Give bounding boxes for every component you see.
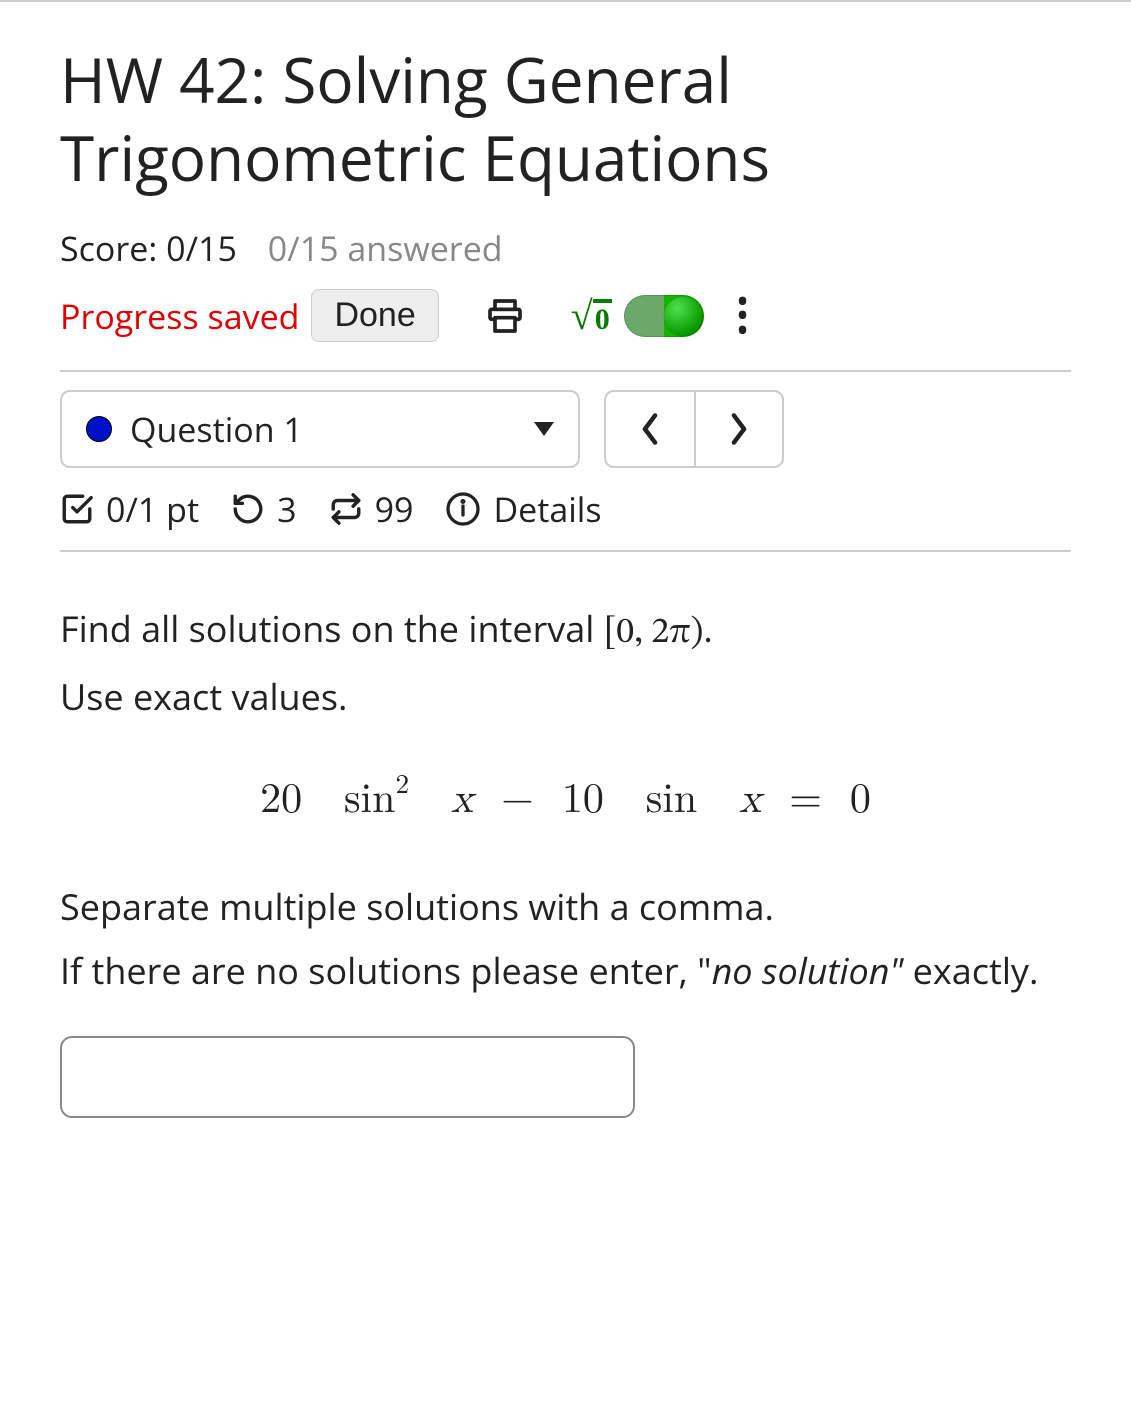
divider bbox=[60, 370, 1071, 372]
chevron-left-icon bbox=[639, 412, 661, 446]
question-meta: 0/1 pt 3 99 Details bbox=[60, 486, 1071, 532]
eq-coef2: 10 bbox=[562, 779, 604, 821]
toggle-knob bbox=[664, 297, 702, 335]
page-title: HW 42: Solving General Trigonometric Equ… bbox=[60, 42, 1071, 197]
next-question-button[interactable] bbox=[694, 392, 782, 466]
instr-2a: If there are no solutions please enter, … bbox=[60, 946, 712, 995]
question-nav-buttons bbox=[604, 390, 784, 468]
info-icon bbox=[445, 491, 481, 527]
interval-expr: [0, 2π) bbox=[604, 615, 704, 651]
retries-value: 3 bbox=[277, 486, 296, 532]
checkbox-icon bbox=[60, 492, 94, 526]
instr-2b: no solution bbox=[712, 946, 890, 995]
eq-equals: = bbox=[789, 779, 822, 821]
answered-count: 0/15 answered bbox=[268, 225, 503, 271]
question-status-dot-icon bbox=[86, 416, 112, 442]
question-body: Find all solutions on the interval [0, 2… bbox=[60, 602, 1071, 1118]
eq-exp: 2 bbox=[396, 772, 410, 799]
score-value: 0/15 bbox=[166, 225, 237, 271]
eq-func1: sin bbox=[344, 779, 396, 821]
attempts-value: 99 bbox=[375, 486, 414, 532]
toolbar: Progress saved Done √0 ••• bbox=[60, 289, 1071, 342]
details-button[interactable]: Details bbox=[493, 486, 601, 532]
instructions-line-1: Separate multiple solutions with a comma… bbox=[60, 880, 1071, 934]
print-button[interactable] bbox=[481, 292, 529, 340]
prompt-prefix: Find all solutions on the interval bbox=[60, 604, 604, 653]
eq-var2: x bbox=[739, 779, 761, 821]
eq-func2: sin bbox=[646, 779, 698, 821]
answer-input[interactable] bbox=[60, 1036, 635, 1118]
eq-rhs: 0 bbox=[850, 779, 871, 821]
math-mode-indicator: √0 bbox=[571, 292, 612, 339]
prompt-line-2: Use exact values. bbox=[60, 670, 1071, 724]
score-label: Score: bbox=[60, 225, 157, 271]
eq-coef1: 20 bbox=[260, 779, 302, 821]
current-question-label: Question 1 bbox=[130, 406, 303, 452]
instructions-line-2: If there are no solutions please enter, … bbox=[60, 944, 1071, 998]
reattempt-icon bbox=[329, 492, 363, 526]
done-button[interactable]: Done bbox=[311, 289, 438, 342]
prompt-suffix: . bbox=[703, 604, 712, 653]
progress-saved-label: Progress saved bbox=[60, 293, 299, 339]
eq-var1: x bbox=[451, 779, 473, 821]
prompt-line-1: Find all solutions on the interval [0, 2… bbox=[60, 602, 1071, 660]
chevron-down-icon bbox=[534, 422, 554, 436]
divider bbox=[60, 550, 1071, 552]
sqrt-value: 0 bbox=[593, 299, 612, 336]
points-label: 0/1 pt bbox=[106, 486, 199, 532]
question-selector[interactable]: Question 1 bbox=[60, 390, 580, 468]
chevron-right-icon bbox=[728, 412, 750, 446]
more-menu-button[interactable]: ••• bbox=[736, 294, 750, 337]
math-mode-toggle[interactable] bbox=[624, 295, 704, 337]
eq-minus: − bbox=[501, 779, 534, 821]
equation: 20 sin2 x − 10 sin x = 0 bbox=[60, 766, 1071, 832]
question-nav: Question 1 bbox=[60, 390, 1071, 468]
retry-icon bbox=[231, 492, 265, 526]
prev-question-button[interactable] bbox=[606, 392, 694, 466]
score-line: Score: 0/15 0/15 answered bbox=[60, 225, 1071, 271]
print-icon bbox=[485, 296, 525, 336]
